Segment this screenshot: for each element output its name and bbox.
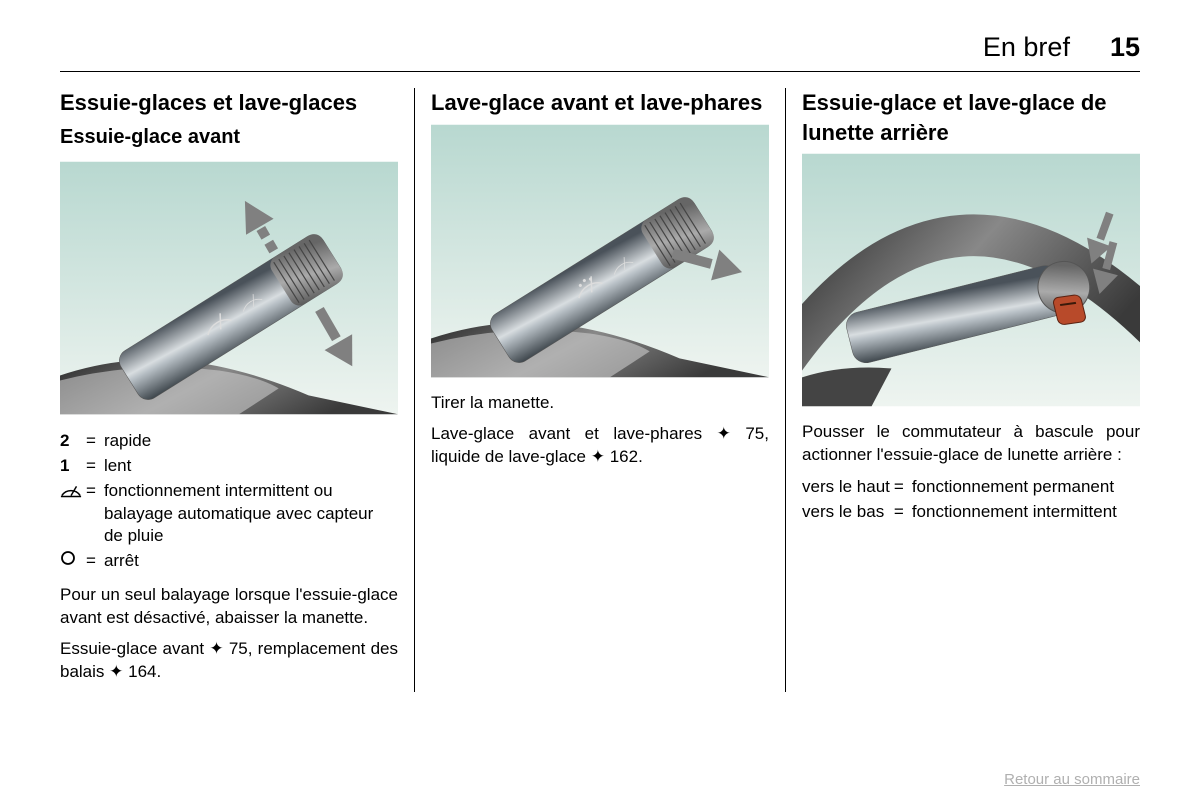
page-header: En bref 15 (60, 32, 1140, 72)
def-val: fonctionnement intermittent (912, 500, 1121, 525)
col1-para2: Essuie-glace avant ✦ 75, remplacement de… (60, 638, 398, 684)
wiper-interval-icon (60, 479, 86, 550)
def-val: arrêt (104, 549, 398, 574)
section-title: En bref (983, 32, 1070, 63)
def-val: fonctionnement permanent (912, 475, 1121, 500)
col1-subtitle: Essuie-glace avant (60, 124, 398, 151)
crossref-arrow-icon: ✦ (717, 424, 746, 443)
col2-para1: Tirer la manette. (431, 392, 769, 415)
col1-title: Essuie-glaces et lave-glaces (60, 88, 398, 118)
figure-rear-wiper-switch (802, 153, 1140, 407)
def-val: lent (104, 454, 398, 479)
figure-wiper-stalk-pull (431, 124, 769, 378)
def-val: rapide (104, 429, 398, 454)
col3-para1: Pousser le commutateur à bascule pour ac… (802, 421, 1140, 467)
page-number: 15 (1110, 32, 1140, 63)
col2-para2: Lave-glace avant et lave-phares ✦ 75, li… (431, 423, 769, 469)
crossref-arrow-icon: ✦ (109, 662, 128, 681)
back-to-toc-link[interactable]: Retour au sommaire (1004, 771, 1140, 788)
content-columns: Essuie-glaces et lave-glaces Essuie-glac… (60, 88, 1140, 692)
figure-wiper-stalk-updown (60, 161, 398, 415)
crossref-arrow-icon: ✦ (209, 639, 228, 658)
col3-title: Essuie-glace et lave-glace de lunette ar… (802, 88, 1140, 147)
column-2: Lave-glace avant et lave-phares (414, 88, 785, 692)
def-key: vers le bas (802, 500, 894, 525)
column-1: Essuie-glaces et lave-glaces Essuie-glac… (60, 88, 414, 692)
col1-definitions: 2=rapide 1=lent = fonctionnement intermi… (60, 429, 398, 575)
def-key: 1 (60, 454, 86, 479)
def-val: fonctionnement intermittent ou balayage … (104, 479, 398, 550)
off-circle-icon (60, 549, 86, 574)
def-key: vers le haut (802, 475, 894, 500)
col3-definitions: vers le haut=fonctionnement permanent ve… (802, 475, 1121, 525)
def-key: 2 (60, 429, 86, 454)
col2-title: Lave-glace avant et lave-phares (431, 88, 769, 118)
col1-para1: Pour un seul balayage lorsque l'essuie-g… (60, 584, 398, 630)
crossref-arrow-icon: ✦ (591, 447, 610, 466)
column-3: Essuie-glace et lave-glace de lunette ar… (785, 88, 1140, 692)
